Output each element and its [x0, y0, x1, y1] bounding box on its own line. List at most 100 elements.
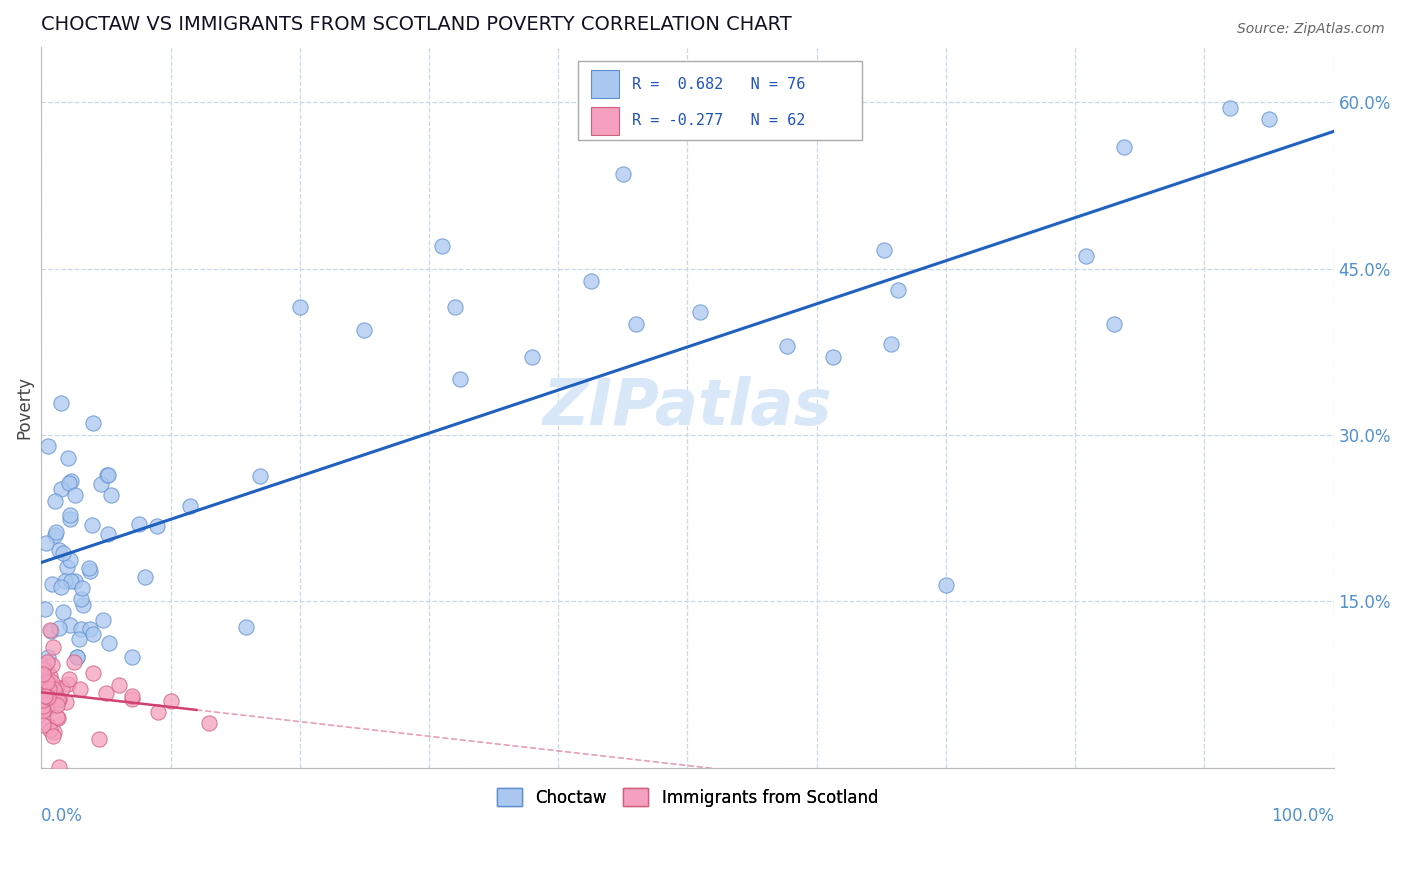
Point	[65, 487, 87, 501]
Point	[146, 519, 169, 533]
Point	[59, 508, 82, 522]
Point	[430, 239, 453, 253]
Point	[121, 689, 143, 703]
Legend: Choctaw, Immigrants from Scotland: Choctaw, Immigrants from Scotland	[491, 781, 884, 814]
Point	[80, 517, 103, 532]
Point	[97, 527, 120, 541]
Point	[198, 716, 221, 731]
Point	[45, 681, 67, 695]
Point	[35, 700, 58, 714]
Point	[77, 561, 100, 575]
Point	[58, 677, 80, 691]
Point	[35, 656, 58, 670]
Point	[97, 467, 120, 482]
Point	[32, 691, 55, 706]
Point	[31, 705, 53, 719]
Point	[48, 691, 70, 706]
Point	[34, 602, 56, 616]
Point	[579, 274, 602, 288]
Point	[689, 304, 711, 318]
Point	[42, 681, 65, 696]
Point	[37, 649, 59, 664]
Point	[873, 243, 896, 257]
Point	[31, 686, 53, 700]
Point	[48, 542, 70, 557]
Point	[128, 517, 150, 532]
Point	[32, 683, 55, 698]
Point	[39, 723, 62, 737]
Text: Source: ZipAtlas.com: Source: ZipAtlas.com	[1237, 22, 1385, 37]
Point	[94, 686, 117, 700]
Point	[79, 565, 101, 579]
Point	[46, 698, 69, 712]
Point	[1074, 249, 1097, 263]
Point	[69, 592, 91, 607]
Point	[59, 618, 82, 632]
Point	[31, 664, 53, 678]
Point	[67, 632, 90, 646]
Point	[31, 717, 53, 731]
Text: 100.0%: 100.0%	[1271, 807, 1334, 825]
Text: R =  0.682   N = 76: R = 0.682 N = 76	[631, 77, 806, 92]
Point	[235, 620, 257, 634]
Point	[58, 475, 80, 490]
Point	[70, 581, 93, 595]
Point	[38, 677, 60, 691]
Point	[49, 396, 72, 410]
Point	[449, 372, 471, 386]
Point	[34, 693, 56, 707]
Point	[121, 691, 143, 706]
Point	[91, 613, 114, 627]
Point	[62, 656, 84, 670]
Point	[41, 576, 63, 591]
Point	[59, 552, 82, 566]
Point	[41, 674, 63, 689]
Point	[65, 649, 87, 664]
Text: 0.0%: 0.0%	[41, 807, 83, 825]
Point	[46, 692, 69, 706]
Point	[179, 499, 201, 513]
Point	[31, 687, 53, 701]
Point	[821, 350, 844, 364]
Point	[51, 482, 73, 496]
Point	[44, 528, 66, 542]
Point	[59, 574, 82, 588]
Text: CHOCTAW VS IMMIGRANTS FROM SCOTLAND POVERTY CORRELATION CHART: CHOCTAW VS IMMIGRANTS FROM SCOTLAND POVE…	[41, 15, 792, 34]
Point	[35, 702, 58, 716]
Point	[32, 667, 55, 681]
Point	[45, 709, 67, 723]
Point	[1219, 101, 1241, 115]
Point	[39, 668, 62, 682]
Point	[39, 624, 62, 638]
Bar	[591, 70, 619, 98]
Point	[56, 560, 79, 574]
Point	[31, 686, 53, 700]
Point	[31, 662, 53, 676]
Point	[37, 439, 59, 453]
Point	[31, 692, 53, 706]
Point	[53, 574, 76, 588]
Point	[52, 546, 75, 560]
Point	[60, 474, 83, 488]
Point	[44, 724, 66, 739]
Point	[935, 577, 957, 591]
Point	[72, 598, 94, 612]
Point	[37, 687, 59, 701]
Point	[353, 322, 375, 336]
Point	[887, 283, 910, 297]
Point	[879, 336, 901, 351]
Point	[59, 512, 82, 526]
Point	[82, 666, 104, 681]
Point	[612, 167, 634, 181]
Point	[90, 477, 112, 491]
Point	[249, 468, 271, 483]
Point	[38, 624, 60, 638]
Point	[82, 626, 104, 640]
Point	[45, 525, 67, 540]
Point	[35, 665, 58, 679]
Point	[66, 649, 89, 664]
Point	[51, 681, 73, 695]
Point	[82, 416, 104, 430]
Point	[52, 605, 75, 619]
Point	[48, 759, 70, 773]
